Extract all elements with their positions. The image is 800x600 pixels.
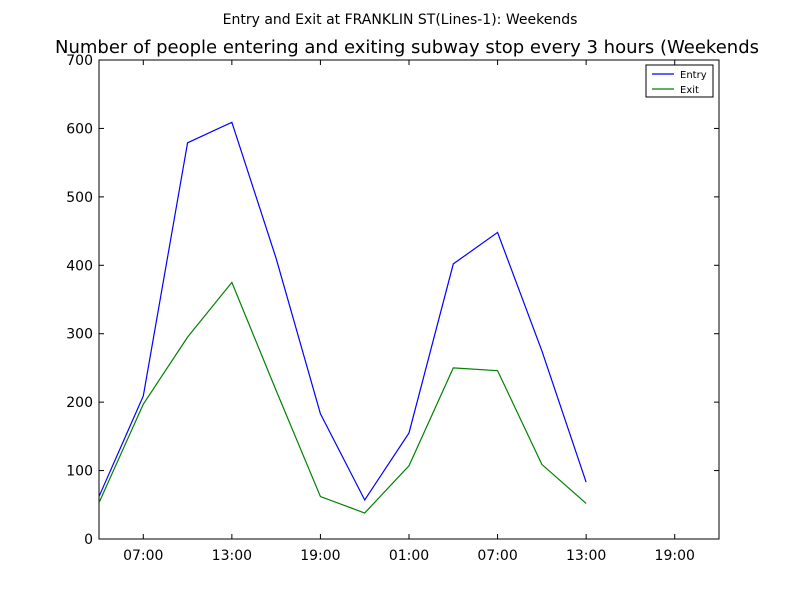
- x-tick-label: 19:00: [655, 548, 695, 564]
- series-line-exit: [99, 281, 587, 514]
- y-tick-label: 500: [66, 190, 93, 206]
- x-tick-label: 19:00: [300, 548, 340, 564]
- y-tick-label: 0: [84, 532, 93, 548]
- y-tick-label: 200: [66, 395, 93, 411]
- plot-area: [98, 59, 720, 540]
- y-tick-label: 700: [66, 53, 93, 69]
- legend: Entry Exit: [645, 64, 714, 98]
- legend-box: [645, 64, 714, 98]
- x-tick-label: 07:00: [123, 548, 163, 564]
- y-tick-label: 100: [66, 464, 93, 480]
- chart-suptitle: Entry and Exit at FRANKLIN ST(Lines-1): …: [223, 12, 578, 28]
- legend-label-exit: Exit: [680, 85, 699, 96]
- axis-ticks: 0 100 200 300 400 500 600 700 07:00 13:00 19:00 01:…: [66, 53, 719, 564]
- legend-label-entry: Entry: [680, 70, 707, 81]
- y-tick-label: 600: [66, 121, 93, 137]
- chart-title: Number of people entering and exiting su…: [55, 37, 759, 58]
- y-tick-label: 400: [66, 258, 93, 274]
- series-line-entry: [99, 121, 587, 502]
- x-tick-label: 01:00: [389, 548, 429, 564]
- x-tick-label: 13:00: [212, 548, 252, 564]
- series-lines: [99, 121, 587, 514]
- x-tick-label: 13:00: [566, 548, 606, 564]
- y-tick-label: 300: [66, 327, 93, 343]
- x-tick-label: 07:00: [477, 548, 517, 564]
